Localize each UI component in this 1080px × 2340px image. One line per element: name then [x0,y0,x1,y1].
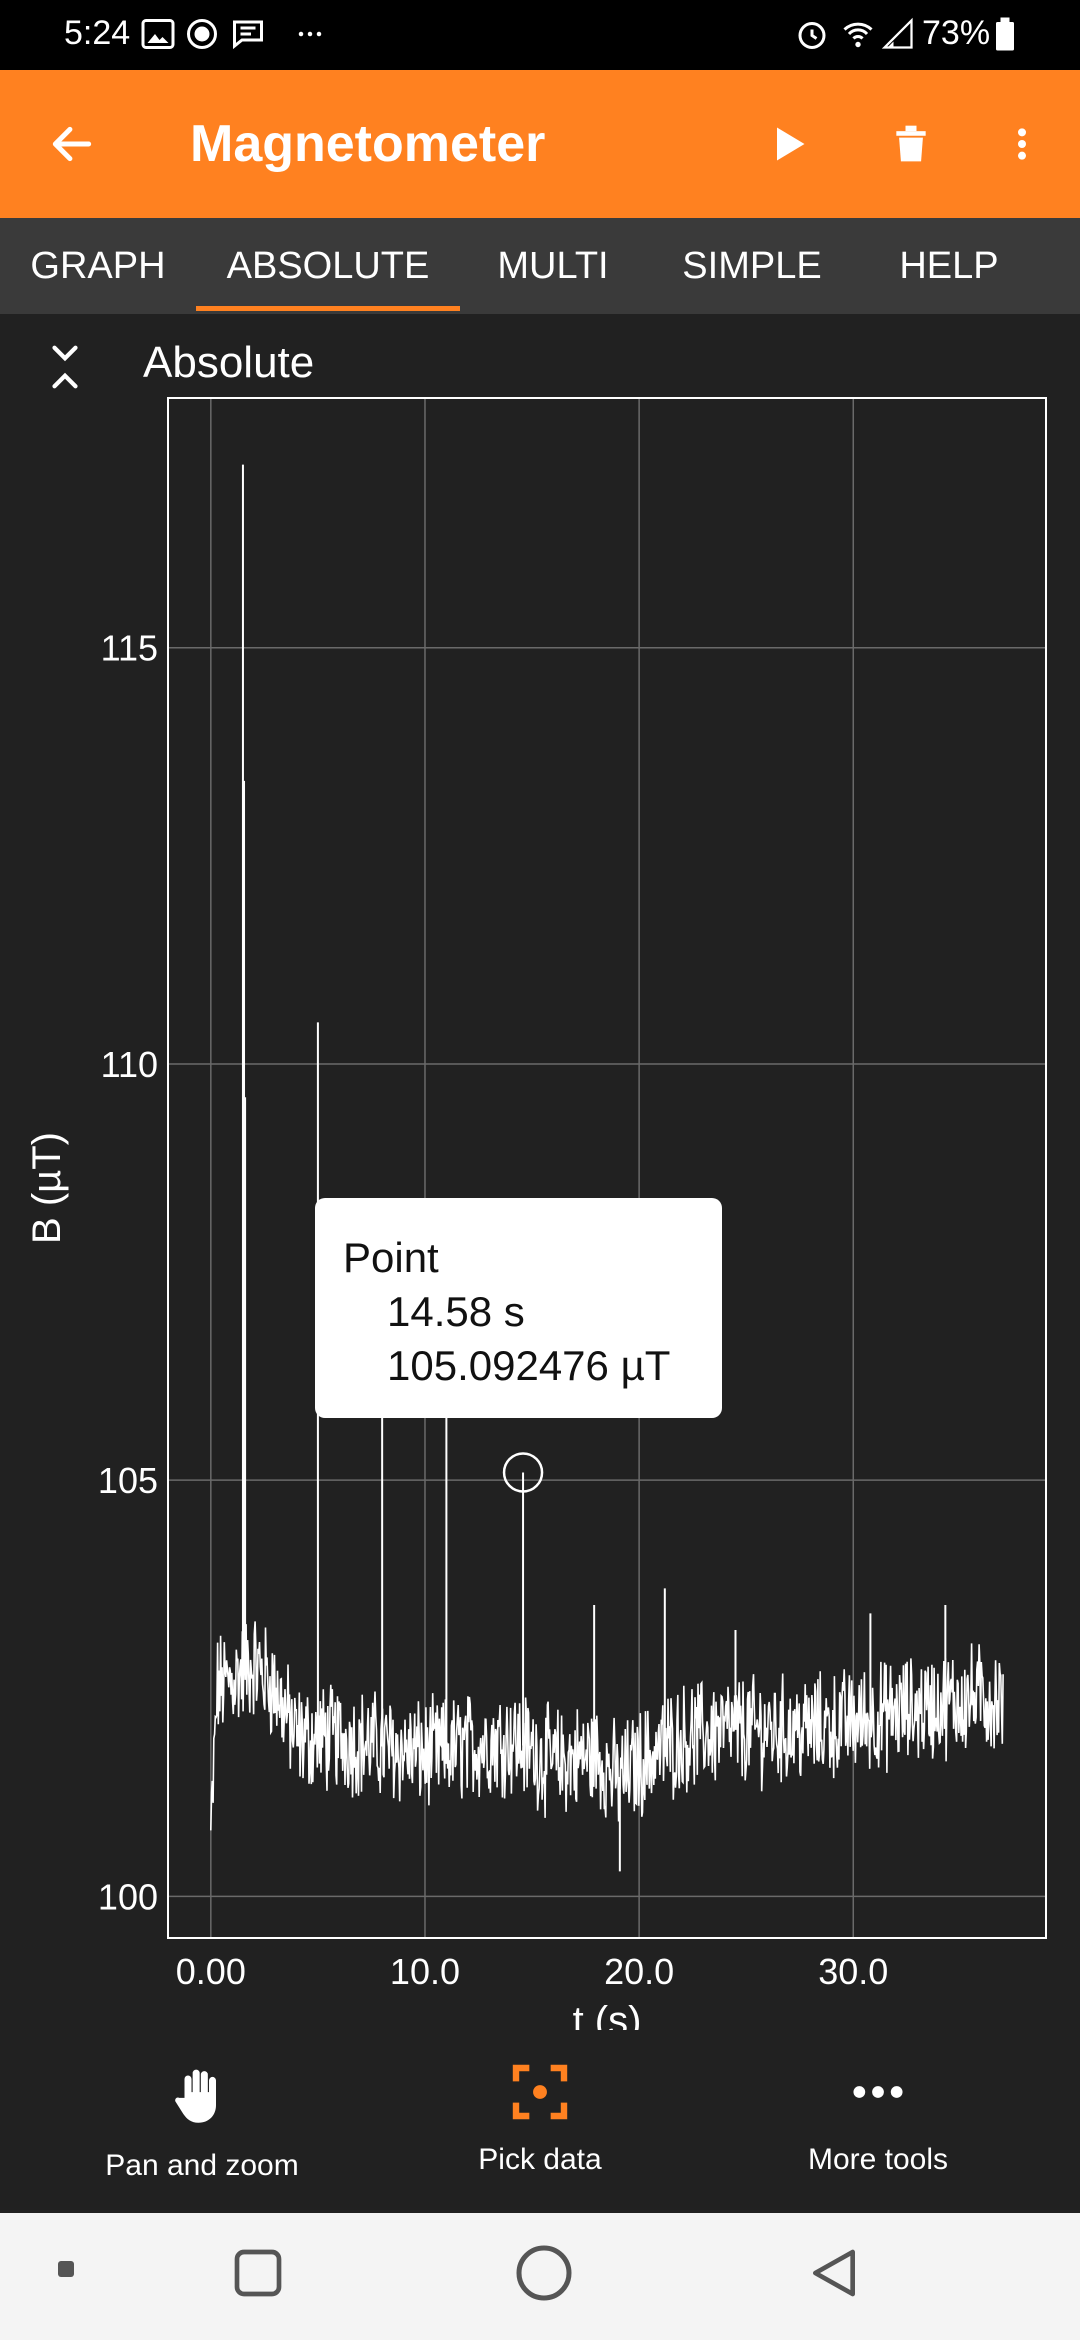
pan-and-zoom-button[interactable]: Pan and zoom [52,2060,352,2183]
nav-dot-icon[interactable] [56,2259,76,2279]
tab-simple[interactable]: SIMPLE [682,245,822,287]
plot-frame [167,397,1047,1939]
battery-icon [996,17,1014,51]
chat-icon [233,20,263,50]
y-tick-label: 115 [101,628,158,669]
y-tick-label: 105 [98,1460,158,1501]
pick-data-icon [512,2064,568,2120]
wifi-calling-icon [843,22,873,48]
battery-percent: 73% [922,14,991,52]
more-vert-icon [1018,128,1026,160]
tab-graph[interactable]: GRAPH [30,245,166,287]
pan-and-zoom-label: Pan and zoom [105,2149,299,2182]
more-horiz-icon [853,2086,903,2098]
collapse-icon[interactable] [44,342,86,392]
back-nav-icon[interactable] [806,2245,862,2301]
tab-indicator [196,306,460,311]
tab-help[interactable]: HELP [899,245,999,287]
y-tick-label: 100 [98,1876,158,1917]
tab-multi[interactable]: MULTI [497,245,609,287]
section-title: Absolute [143,338,315,387]
more-notifications-icon [298,31,322,37]
x-axis-label: t (s) [573,1999,642,2030]
x-tick-label: 30.0 [818,1951,888,1992]
magnetometer-chart[interactable]: 0.00 10.0 20.0 30.0 100 105 110 115 t (s) B (µT… [0,390,1080,2030]
signal-icon [881,17,913,49]
gallery-icon [141,19,175,49]
tab-bar: GRAPH ABSOLUTE MULTI SIMPLE HELP [0,218,1080,314]
more-tools-label: More tools [807,2143,949,2176]
delete-button[interactable] [875,108,947,180]
app-bar: Magnetometer [0,70,1080,218]
home-icon[interactable] [514,2243,574,2303]
trash-icon [896,125,926,162]
system-nav-bar [0,2213,1080,2340]
selected-point-marker [502,1452,544,1493]
y-tick-label: 110 [101,1044,158,1085]
arrow-back-icon [52,126,92,162]
x-tick-label: 20.0 [604,1951,674,1992]
x-tick-label: 10.0 [390,1951,460,1992]
chart-ticks: 0.00 10.0 20.0 30.0 100 105 110 115 [98,628,888,1992]
messenger-icon [187,19,217,49]
chart-grid [168,398,1046,1938]
play-button[interactable] [752,108,824,180]
alarm-icon [798,22,826,49]
baseline-trace [210,1621,1004,1831]
page-title: Magnetometer [190,115,546,173]
x-tick-label: 0.00 [176,1951,246,1992]
tooltip-x-value: 14.58 s [387,1288,525,1335]
status-bar: 5:24 73% [0,0,1080,70]
pick-data-button[interactable]: Pick data [390,2060,690,2177]
hand-icon [175,2069,216,2123]
tooltip-y-value: 105.092476 µT [387,1342,671,1389]
back-button[interactable] [36,108,108,180]
chart-series [210,464,1004,1872]
data-point-tooltip: Point 14.58 s 105.092476 µT [315,1198,722,1418]
overflow-menu-button[interactable] [986,108,1058,180]
recent-apps-icon[interactable] [230,2245,286,2301]
play-icon [777,127,805,161]
tooltip-title: Point [343,1234,439,1281]
tab-absolute[interactable]: ABSOLUTE [226,245,430,287]
y-axis-label: B (µT) [25,1132,69,1244]
pick-data-label: Pick data [478,2143,602,2176]
status-time: 5:24 [64,14,131,52]
more-tools-button[interactable]: More tools [728,2060,1028,2177]
chart-marker [502,1452,544,1493]
